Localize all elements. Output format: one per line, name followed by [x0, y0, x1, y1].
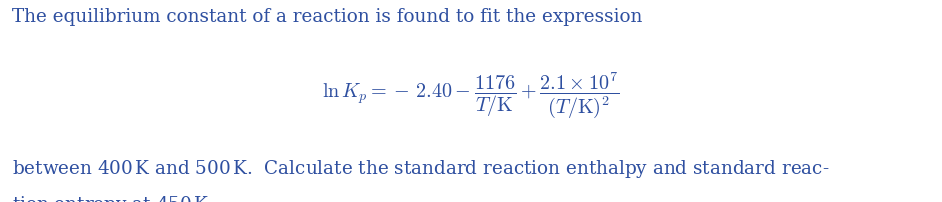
Text: $\mathrm{ln}\,K_p = -\,2.40 - \dfrac{1176}{T/\mathrm{K}} + \dfrac{2.1 \times 10^: $\mathrm{ln}\,K_p = -\,2.40 - \dfrac{117…: [322, 71, 620, 120]
Text: The equilibrium constant of a reaction is found to fit the expression: The equilibrium constant of a reaction i…: [12, 8, 642, 26]
Text: tion entropy at 450$\,$K.: tion entropy at 450$\,$K.: [12, 194, 214, 202]
Text: between 400$\,$K and 500$\,$K.  Calculate the standard reaction enthalpy and sta: between 400$\,$K and 500$\,$K. Calculate…: [12, 158, 830, 180]
